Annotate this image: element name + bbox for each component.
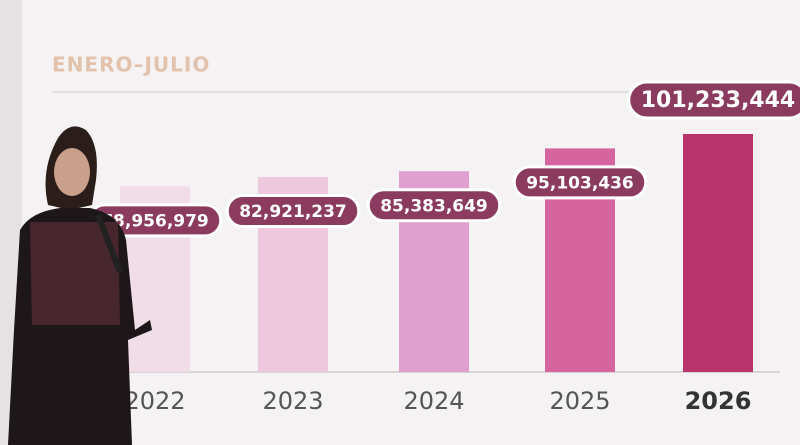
x-tick-label: 2022	[124, 387, 185, 415]
value-labels: 78,956,979 82,921,237 85,383,649 95,103,436…	[87, 80, 800, 238]
x-tick-label: 2025	[549, 387, 610, 415]
x-tick-label: 2023	[262, 387, 323, 415]
presenter	[8, 126, 152, 445]
chart-title: ENERO–JULIO	[52, 53, 210, 77]
value-label: 95,103,436	[526, 173, 634, 193]
presenter-face	[54, 148, 90, 196]
x-tick-label: 2024	[403, 387, 464, 415]
value-label: 82,921,237	[239, 202, 347, 222]
x-tick-label: 2026	[685, 387, 752, 415]
bar	[683, 134, 753, 372]
value-label-pill	[366, 188, 502, 223]
value-label: 78,956,979	[101, 211, 209, 231]
value-label-pill	[225, 194, 361, 229]
value-label-pill	[627, 80, 800, 120]
value-label: 101,233,444	[641, 88, 795, 113]
microphone	[95, 213, 123, 274]
value-label: 85,383,649	[380, 196, 488, 216]
presenter-top	[30, 222, 120, 325]
value-label-pill	[512, 165, 648, 200]
